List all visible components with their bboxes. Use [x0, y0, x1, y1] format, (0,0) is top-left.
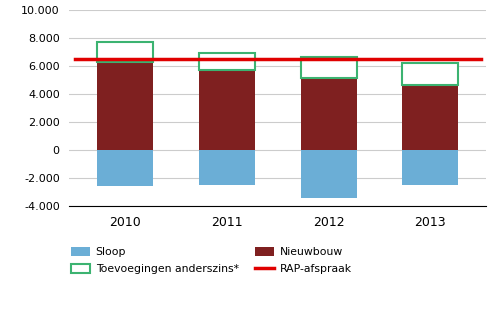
Bar	[301, 79, 357, 150]
Legend: Sloop, Toevoegingen anderszins*, Nieuwbouw, RAP-afspraak: Sloop, Toevoegingen anderszins*, Nieuwbo…	[71, 247, 352, 274]
Bar	[199, 150, 255, 185]
Bar	[97, 62, 153, 150]
Bar	[402, 63, 458, 85]
Bar	[97, 42, 153, 62]
Bar	[301, 150, 357, 198]
Bar	[402, 85, 458, 150]
Bar	[97, 150, 153, 186]
Bar	[402, 150, 458, 185]
Bar	[199, 70, 255, 150]
Bar	[199, 53, 255, 70]
Bar	[301, 57, 357, 79]
